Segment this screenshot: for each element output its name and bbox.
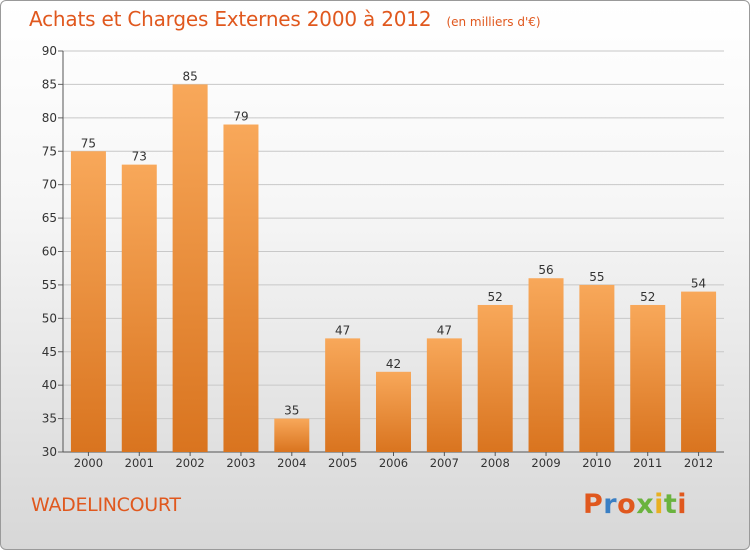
data-label: 42 xyxy=(386,357,401,371)
bar xyxy=(579,284,615,452)
bar xyxy=(121,164,157,452)
logo-letter: o xyxy=(617,489,637,520)
data-label: 52 xyxy=(488,290,503,304)
data-label: 56 xyxy=(538,263,553,277)
data-label: 47 xyxy=(335,323,350,337)
bar xyxy=(630,304,666,452)
bar xyxy=(70,151,106,452)
y-tick-label: 55 xyxy=(42,278,57,292)
chart-subtitle: (en milliers d'€) xyxy=(446,15,541,29)
data-label: 54 xyxy=(691,277,706,291)
bar xyxy=(426,338,462,452)
x-tick-label: 2011 xyxy=(633,456,662,470)
y-tick-label: 85 xyxy=(42,77,57,91)
y-tick-label: 60 xyxy=(42,245,57,259)
x-tick-label: 2000 xyxy=(74,456,103,470)
x-tick-label: 2007 xyxy=(430,456,459,470)
y-tick-label: 65 xyxy=(42,211,57,225)
x-tick-label: 2005 xyxy=(328,456,357,470)
x-tick-label: 2010 xyxy=(582,456,611,470)
logo-letter: i xyxy=(677,489,688,520)
logo-letter: r xyxy=(603,489,618,520)
x-tick-label: 2006 xyxy=(379,456,408,470)
y-tick-label: 35 xyxy=(42,412,57,426)
title-row: Achats et Charges Externes 2000 à 2012 (… xyxy=(29,7,541,31)
bar xyxy=(274,418,310,452)
y-tick-label: 90 xyxy=(42,44,57,58)
place-name: WADELINCOURT xyxy=(31,494,181,516)
data-label: 79 xyxy=(233,110,248,124)
logo-letter: P xyxy=(583,489,604,520)
data-label: 85 xyxy=(182,69,197,83)
data-label: 73 xyxy=(132,150,147,164)
data-label: 55 xyxy=(589,270,604,284)
x-tick-label: 2001 xyxy=(125,456,154,470)
y-tick-label: 80 xyxy=(42,111,57,125)
bars xyxy=(70,84,717,453)
proxiti-logo: Proxiti xyxy=(583,489,687,520)
y-tick-label: 50 xyxy=(42,311,57,325)
bar xyxy=(172,84,208,453)
x-tick-label: 2009 xyxy=(531,456,560,470)
axes: 30 35 40 45 50 55 60 65 70 75 80 85 90 2000 2001 2002 20… xyxy=(42,44,724,470)
data-label: 52 xyxy=(640,290,655,304)
bar xyxy=(325,338,361,452)
data-label: 47 xyxy=(437,323,452,337)
logo-letter: t xyxy=(663,489,678,520)
x-tick-label: 2008 xyxy=(481,456,510,470)
y-tick-label: 75 xyxy=(42,144,57,158)
x-tick-label: 2003 xyxy=(226,456,255,470)
y-tick-label: 40 xyxy=(42,378,57,392)
y-tick-label: 45 xyxy=(42,345,57,359)
bar xyxy=(477,304,513,452)
logo-letter: i xyxy=(654,489,664,520)
bar xyxy=(681,291,717,452)
x-tick-label: 2012 xyxy=(684,456,713,470)
bar xyxy=(376,371,411,452)
data-label: 75 xyxy=(81,136,96,150)
bar xyxy=(528,278,564,452)
y-tick-label: 30 xyxy=(42,445,57,459)
y-tick-label: 70 xyxy=(42,178,57,192)
bar xyxy=(223,124,259,453)
data-labels: 75 73 85 79 35 47 42 47 52 56 55 52 54 xyxy=(81,69,706,417)
x-tick-label: 2002 xyxy=(175,456,204,470)
x-tick-label: 2004 xyxy=(277,456,306,470)
chart-title: Achats et Charges Externes 2000 à 2012 xyxy=(29,7,432,31)
data-label: 35 xyxy=(284,404,299,418)
logo-letter: x xyxy=(636,489,655,520)
